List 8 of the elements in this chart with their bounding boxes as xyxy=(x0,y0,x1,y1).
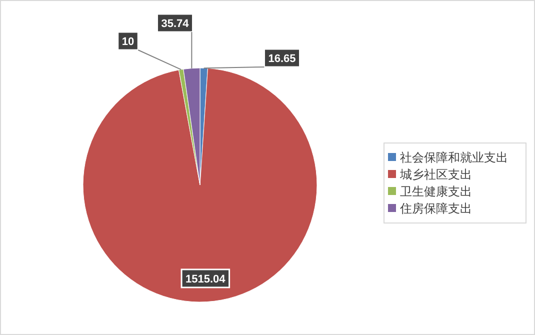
data-label: 10 xyxy=(122,36,134,48)
data-label: 35.74 xyxy=(161,18,190,30)
legend-label: 社会保障和就业支出 xyxy=(400,150,508,164)
data-label: 1515.04 xyxy=(186,273,226,286)
data-label: 16.65 xyxy=(268,53,296,65)
legend-label: 卫生健康支出 xyxy=(400,184,472,198)
legend-label: 城乡社区支出 xyxy=(399,168,472,182)
legend-label: 住房保障支出 xyxy=(399,202,472,216)
